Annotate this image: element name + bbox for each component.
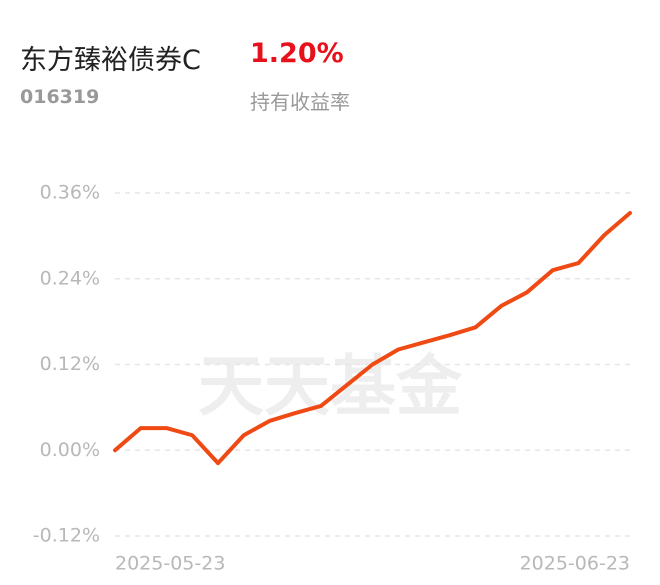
x-tick-label: 2025-06-23 bbox=[520, 553, 630, 575]
watermark: 天天基金 bbox=[198, 347, 463, 425]
y-tick-label: 0.24% bbox=[40, 267, 100, 289]
fund-code: 016319 bbox=[20, 86, 100, 108]
y-tick-label: 0.12% bbox=[40, 353, 100, 375]
line bbox=[113, 211, 632, 466]
y-tick-label: -0.12% bbox=[33, 525, 100, 547]
y-tick-label: 0.36% bbox=[40, 182, 100, 204]
x-tick-label: 2025-05-23 bbox=[115, 553, 225, 575]
return-value: 1.20% bbox=[250, 38, 344, 69]
y-tick-label: 0.00% bbox=[40, 439, 100, 461]
return-label: 持有收益率 bbox=[250, 90, 350, 114]
fund-name: 东方臻裕债券C bbox=[20, 45, 201, 76]
